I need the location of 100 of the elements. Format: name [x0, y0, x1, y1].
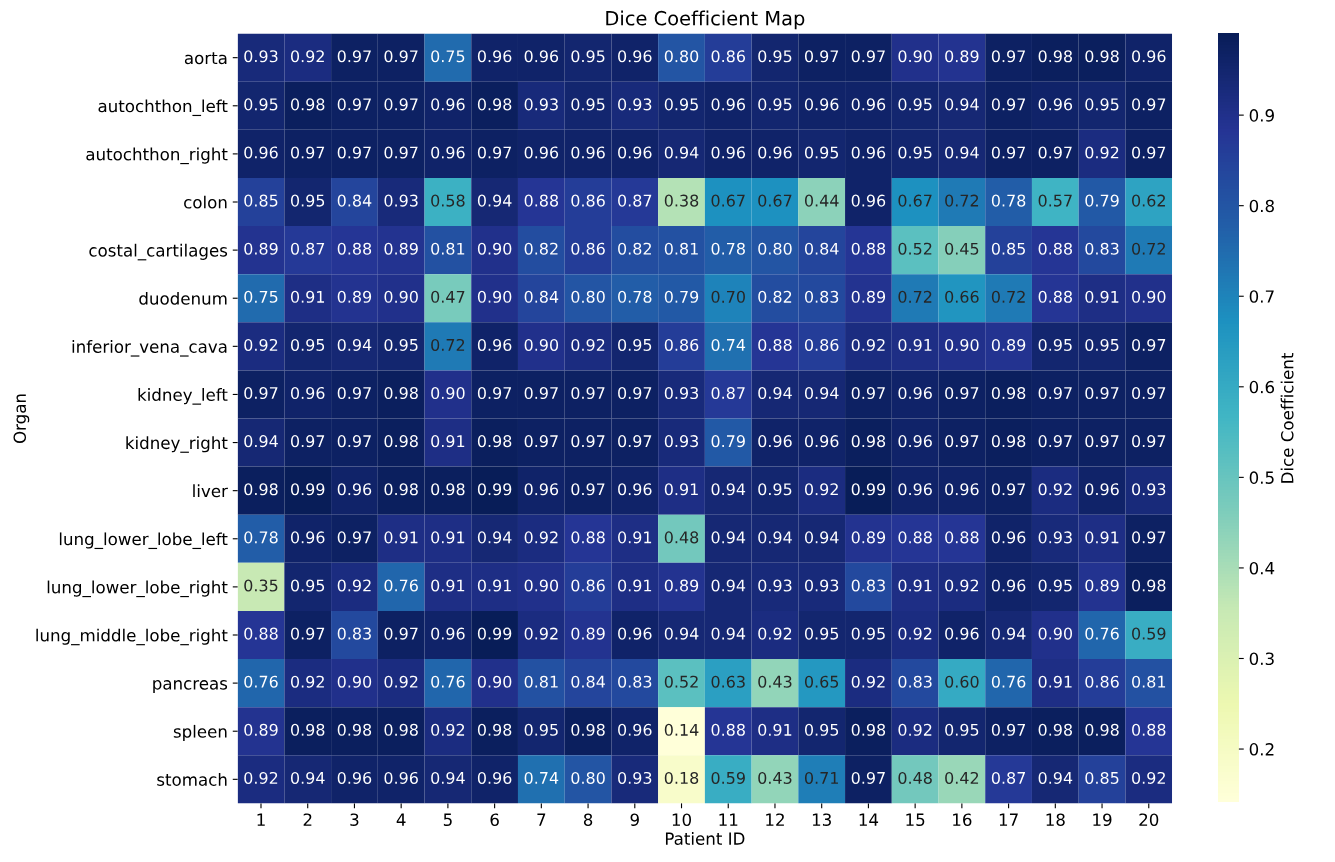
data-label: 0.97: [1085, 435, 1119, 448]
data-label: 0.97: [1038, 435, 1072, 448]
data-label: 0.99: [477, 627, 512, 640]
data-label: 0.92: [524, 627, 558, 640]
data-label: 0.59: [1132, 627, 1166, 640]
data-label: 0.87: [711, 387, 745, 400]
data-label: 0.81: [664, 242, 698, 255]
data-label: 0.67: [898, 194, 932, 207]
data-label: 0.97: [384, 146, 418, 159]
data-label: 0.79: [1085, 194, 1119, 207]
data-label: 0.78: [244, 531, 278, 544]
data-label: 0.96: [711, 98, 746, 111]
data-label: 0.35: [244, 579, 278, 592]
data-label: 0.96: [524, 483, 559, 496]
color-bar-label: 0.8: [1249, 199, 1274, 213]
data-label: 0.95: [898, 98, 932, 111]
data-label: 0.97: [571, 435, 605, 448]
y-tick-label: duodenum: [139, 291, 227, 305]
data-label: 0.96: [898, 435, 932, 448]
data-label: 0.94: [945, 146, 979, 159]
color-bar-label: 0.7: [1249, 290, 1274, 303]
data-label: 0.92: [431, 723, 465, 736]
data-label: 0.80: [758, 242, 792, 255]
data-label: 0.94: [991, 627, 1026, 640]
y-tick-label: autochthon_right: [86, 147, 228, 165]
y-tick-label: liver: [193, 484, 228, 498]
data-label: 0.48: [898, 771, 932, 784]
data-label: 0.96: [524, 146, 559, 159]
data-label: 0.93: [618, 98, 652, 111]
data-label: 0.85: [1085, 771, 1119, 784]
data-label: 0.90: [524, 338, 559, 351]
data-label: 0.94: [337, 338, 372, 351]
data-label: 0.98: [477, 435, 512, 448]
data-label: 0.91: [290, 290, 325, 303]
data-label: 0.96: [945, 627, 979, 640]
data-label: 0.78: [618, 290, 652, 303]
data-label: 0.97: [991, 50, 1026, 63]
data-label: 0.89: [337, 290, 372, 303]
data-label: 0.94: [758, 531, 792, 544]
data-label: 0.95: [664, 98, 698, 111]
data-label: 0.90: [898, 50, 932, 63]
data-label: 0.91: [758, 723, 792, 736]
data-label: 0.88: [1038, 242, 1073, 255]
y-tick-label: lung_lower_lobe_right: [47, 580, 228, 598]
data-label: 0.58: [431, 194, 465, 207]
data-label: 0.95: [1085, 338, 1119, 351]
data-label: 0.98: [1038, 50, 1073, 63]
data-label: 0.96: [431, 146, 465, 159]
x-tick-label: 7: [537, 813, 546, 826]
x-tick-label: 3: [350, 813, 359, 827]
data-label: 0.81: [431, 242, 465, 255]
data-label: 0.92: [1085, 146, 1119, 159]
data-label: 0.94: [758, 387, 792, 400]
y-tick-label: aorta: [184, 52, 227, 65]
data-label: 0.95: [571, 50, 605, 63]
data-label: 0.93: [1132, 483, 1166, 496]
data-label: 0.67: [758, 194, 792, 207]
data-label: 0.70: [711, 290, 745, 303]
data-label: 0.94: [244, 435, 278, 448]
data-label: 0.97: [571, 387, 605, 400]
x-tick-label: 12: [766, 813, 784, 826]
data-label: 0.95: [290, 579, 325, 592]
data-label: 0.88: [945, 531, 979, 544]
data-label: 0.76: [384, 579, 418, 592]
data-label: 0.89: [384, 242, 418, 255]
x-axis-title: Patient ID: [665, 832, 745, 845]
data-label: 0.98: [571, 723, 605, 736]
data-label: 0.98: [1038, 723, 1073, 736]
data-label: 0.91: [384, 531, 418, 544]
data-label: 0.89: [571, 627, 605, 640]
data-label: 0.89: [851, 531, 886, 544]
data-label: 0.92: [851, 338, 885, 351]
color-bar-title: Dice Coefficient: [1280, 353, 1294, 483]
data-label: 0.91: [618, 579, 652, 592]
data-label: 0.44: [804, 194, 839, 207]
data-label: 0.90: [477, 290, 512, 303]
data-label: 0.43: [758, 771, 792, 784]
data-label: 0.89: [244, 723, 278, 736]
data-label: 0.97: [851, 50, 885, 63]
data-label: 0.83: [1085, 242, 1119, 255]
data-label: 0.65: [804, 675, 839, 688]
data-label: 0.95: [898, 146, 932, 159]
data-label: 0.78: [711, 242, 745, 255]
color-bar-label: 0.4: [1249, 561, 1275, 575]
data-label: 0.42: [945, 771, 979, 784]
data-label: 0.93: [758, 579, 792, 592]
data-label: 0.72: [991, 290, 1025, 303]
data-label: 0.95: [244, 98, 278, 111]
data-label: 0.88: [337, 242, 372, 255]
data-label: 0.98: [477, 723, 512, 736]
data-label: 0.62: [1132, 194, 1165, 207]
data-label: 0.78: [991, 194, 1026, 207]
data-label: 0.86: [1085, 675, 1119, 688]
data-label: 0.94: [804, 387, 839, 400]
data-label: 0.97: [1132, 338, 1166, 351]
data-label: 0.88: [1132, 723, 1166, 736]
data-label: 0.98: [1085, 723, 1119, 736]
y-axis-title: Organ: [13, 394, 30, 444]
y-tick-label: inferior_vena_cava: [72, 340, 227, 357]
data-label: 0.83: [851, 579, 885, 592]
